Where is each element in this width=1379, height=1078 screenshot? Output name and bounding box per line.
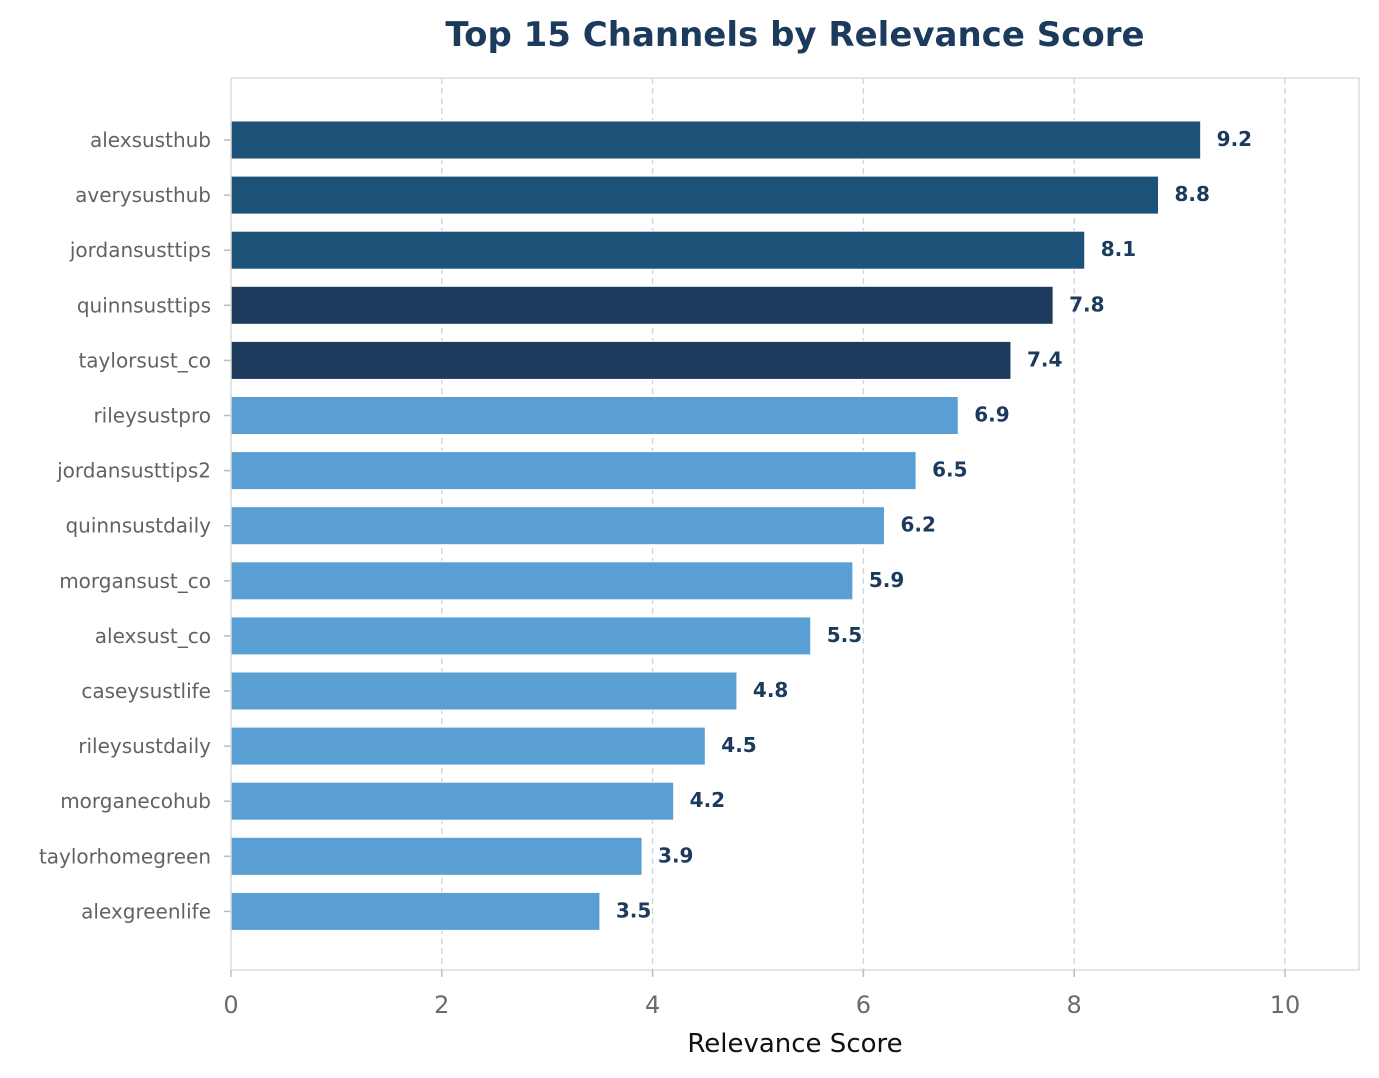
category-label: jordansusttips [69,238,211,262]
bar [230,561,854,601]
category-label: alexgreenlife [81,899,211,923]
value-label: 4.5 [721,733,756,757]
bar [230,451,917,491]
value-label: 4.8 [753,678,788,702]
value-label: 9.2 [1217,127,1252,151]
x-axis-label: Relevance Score [687,1029,902,1059]
value-label: 8.8 [1175,182,1210,206]
value-label: 3.5 [616,898,651,922]
category-label: caseysustlife [81,679,211,703]
value-label: 7.8 [1069,292,1104,316]
bar [230,506,885,546]
value-label: 7.4 [1027,347,1062,371]
category-label: morgansust_co [59,569,211,593]
x-tick-label: 0 [223,991,238,1019]
bar [230,836,643,876]
bar [230,781,675,821]
value-label: 4.2 [690,788,725,812]
value-label: 8.1 [1101,237,1136,261]
plot-frame [230,77,1360,971]
category-label: quinnsusttips [77,293,211,317]
value-label: 3.9 [658,843,693,867]
bar [230,230,1086,270]
bars [230,120,1202,931]
value-label: 6.5 [932,458,967,482]
value-label: 5.5 [827,623,862,647]
category-label: quinnsustdaily [65,514,211,538]
category-label: averysusthub [75,183,211,207]
bar [230,726,706,766]
category-label: rileysustdaily [78,734,211,758]
bar [230,120,1202,160]
value-label: 6.2 [900,513,935,537]
x-tick-label: 2 [434,991,449,1019]
value-labels: 9.2 8.8 8.1 7.8 7.4 6.9 6.5 6.2 5.9 5.5 4.8 4.5 4.2 3… [616,127,1252,922]
bar [230,396,959,435]
bar [230,340,1012,380]
category-label: alexsusthub [90,128,211,152]
chart-title: Top 15 Channels by Relevance Score [445,15,1144,55]
x-axis-ticks: 0 2 4 6 8 10 [223,970,1300,1019]
x-tick-label: 8 [1067,991,1082,1019]
bar [230,175,1160,215]
category-label: taylorsust_co [78,348,211,372]
value-label: 5.9 [869,568,904,592]
category-label: morganecohub [60,789,211,813]
bar [230,285,1054,325]
category-label: rileysustpro [93,404,211,428]
bar [230,891,601,931]
category-label: taylorhomegreen [39,844,211,868]
bar [230,616,812,656]
x-tick-label: 10 [1270,991,1301,1019]
value-label: 6.9 [974,403,1009,427]
category-label: jordansusttips2 [56,459,211,483]
bar [230,671,738,711]
category-labels: alexsusthub averysusthub jordansusttips qui… [39,128,231,923]
x-tick-label: 4 [645,991,660,1019]
category-label: alexsust_co [95,624,211,648]
x-tick-label: 6 [856,991,871,1019]
